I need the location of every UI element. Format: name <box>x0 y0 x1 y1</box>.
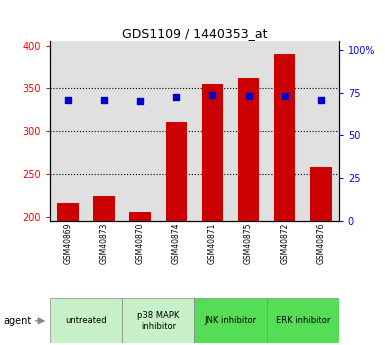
Point <box>281 93 288 99</box>
Text: ERK inhibitor: ERK inhibitor <box>276 316 330 325</box>
Bar <box>202 84 223 345</box>
Text: agent: agent <box>4 316 32 326</box>
Bar <box>94 196 115 345</box>
Point <box>173 94 179 100</box>
Point <box>318 97 324 102</box>
Bar <box>274 54 296 345</box>
Bar <box>166 122 187 345</box>
Point <box>101 97 107 102</box>
Bar <box>122 298 194 343</box>
Bar <box>310 167 331 345</box>
Title: GDS1109 / 1440353_at: GDS1109 / 1440353_at <box>122 27 267 40</box>
Bar <box>129 212 151 345</box>
Point <box>137 98 143 104</box>
Bar <box>194 298 266 343</box>
Text: JNK inhibitor: JNK inhibitor <box>204 316 256 325</box>
Text: untreated: untreated <box>65 316 107 325</box>
Point <box>65 97 71 102</box>
Point <box>209 92 216 98</box>
Point <box>246 93 252 99</box>
Bar <box>266 298 339 343</box>
Text: p38 MAPK
inhibitor: p38 MAPK inhibitor <box>137 311 179 331</box>
Bar <box>238 78 259 345</box>
Bar <box>50 298 122 343</box>
Bar <box>57 203 79 345</box>
